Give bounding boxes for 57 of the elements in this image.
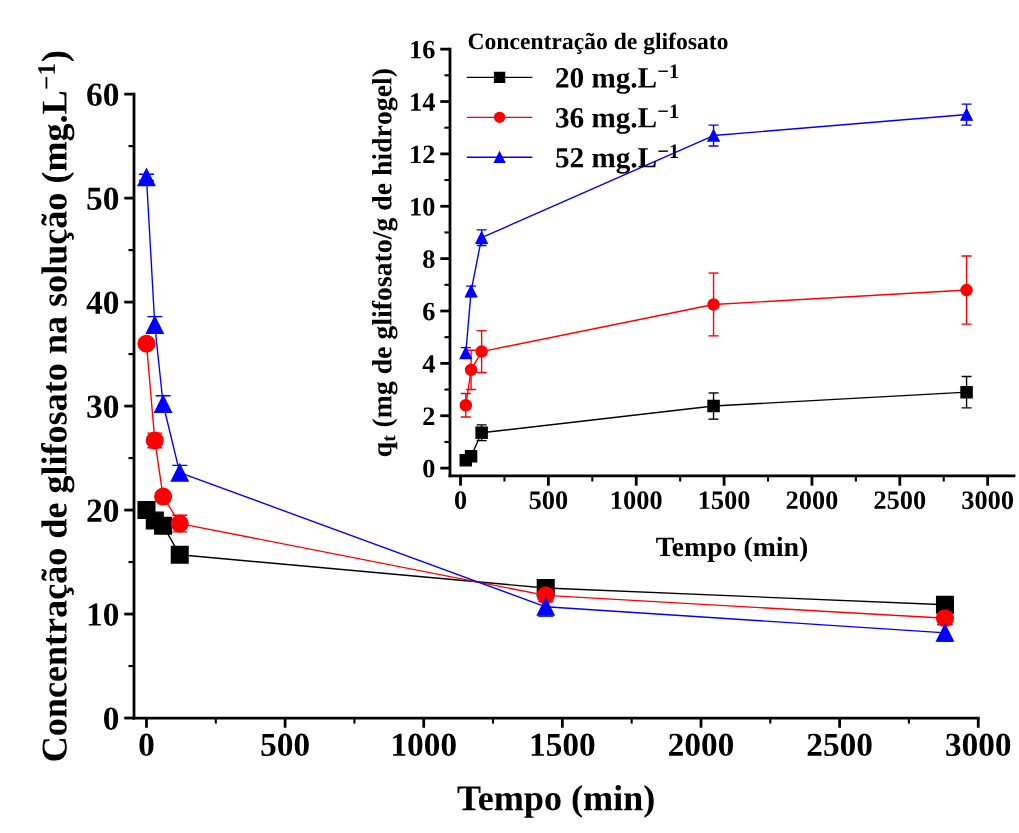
x-tick-label: 3000 [962,491,1014,510]
x-tick-label: 2500 [874,491,926,510]
x-tick-label: 2500 [807,733,872,757]
point [154,394,173,414]
y-tick-label: 10 [88,603,119,626]
y-tick-label: 30 [87,395,119,418]
y-tick-label: 0 [423,459,435,478]
point [154,516,173,535]
y-tick-label: 12 [411,145,435,164]
y-tick-label: 20 [87,499,119,522]
point [464,450,478,463]
point [960,283,973,297]
y-tick-label: 60 [87,83,119,107]
y-tick-label: 6 [423,302,435,321]
legend-label: 52 mg.L$^{−1}$ [556,144,679,174]
y-tick-label: 14 [411,93,435,111]
y-tick-label: 0 [104,707,119,730]
x-tick-label: 500 [529,491,568,510]
x-tick-label: 1000 [611,491,662,510]
y-axis-title: Concentração de glifosato na solução (mg.L$^{−1}$) [38,51,75,761]
point [170,463,189,482]
point [459,346,473,360]
point [170,545,189,564]
legend-label: 20 mg.L$^{−1}$ [556,64,679,94]
point [475,345,488,358]
point [459,399,473,412]
point [137,168,156,187]
x-tick-label: 500 [261,733,309,757]
y-tick-label: 40 [86,291,119,314]
x-tick-label: 2000 [786,491,838,510]
x-axis-title: Tempo (min) [656,536,808,562]
point [145,315,164,335]
point [935,609,954,628]
x-tick-label: 0 [139,733,154,757]
point [960,385,973,399]
x-tick-label: 1500 [699,491,750,510]
y-tick-label: 2 [423,407,435,425]
point [707,399,720,413]
point [137,334,156,353]
x-tick-label: 3000 [946,733,1011,757]
x-tick-label: 1500 [531,733,595,757]
point [707,129,720,142]
point [960,108,973,121]
legend-title: Concentração de glifosato [468,32,728,55]
y-tick-label: 16 [411,40,435,59]
x-tick-label: 0 [454,491,467,510]
legend-label: 36 mg.L$^{−1}$ [556,104,679,134]
x-tick-label: 1000 [393,733,456,757]
point [464,363,478,377]
x-axis-title: Tempo (min) [457,785,654,818]
y-tick-label: 8 [423,250,435,269]
point [707,298,720,311]
y-tick-label: 50 [87,187,119,211]
y-axis-title: q$_{t}$ (mg de glifosato/g de hidrogel) [371,69,398,457]
y-tick-label: 10 [411,197,435,216]
x-tick-label: 2000 [669,733,734,757]
y-tick-label: 4 [422,355,435,373]
